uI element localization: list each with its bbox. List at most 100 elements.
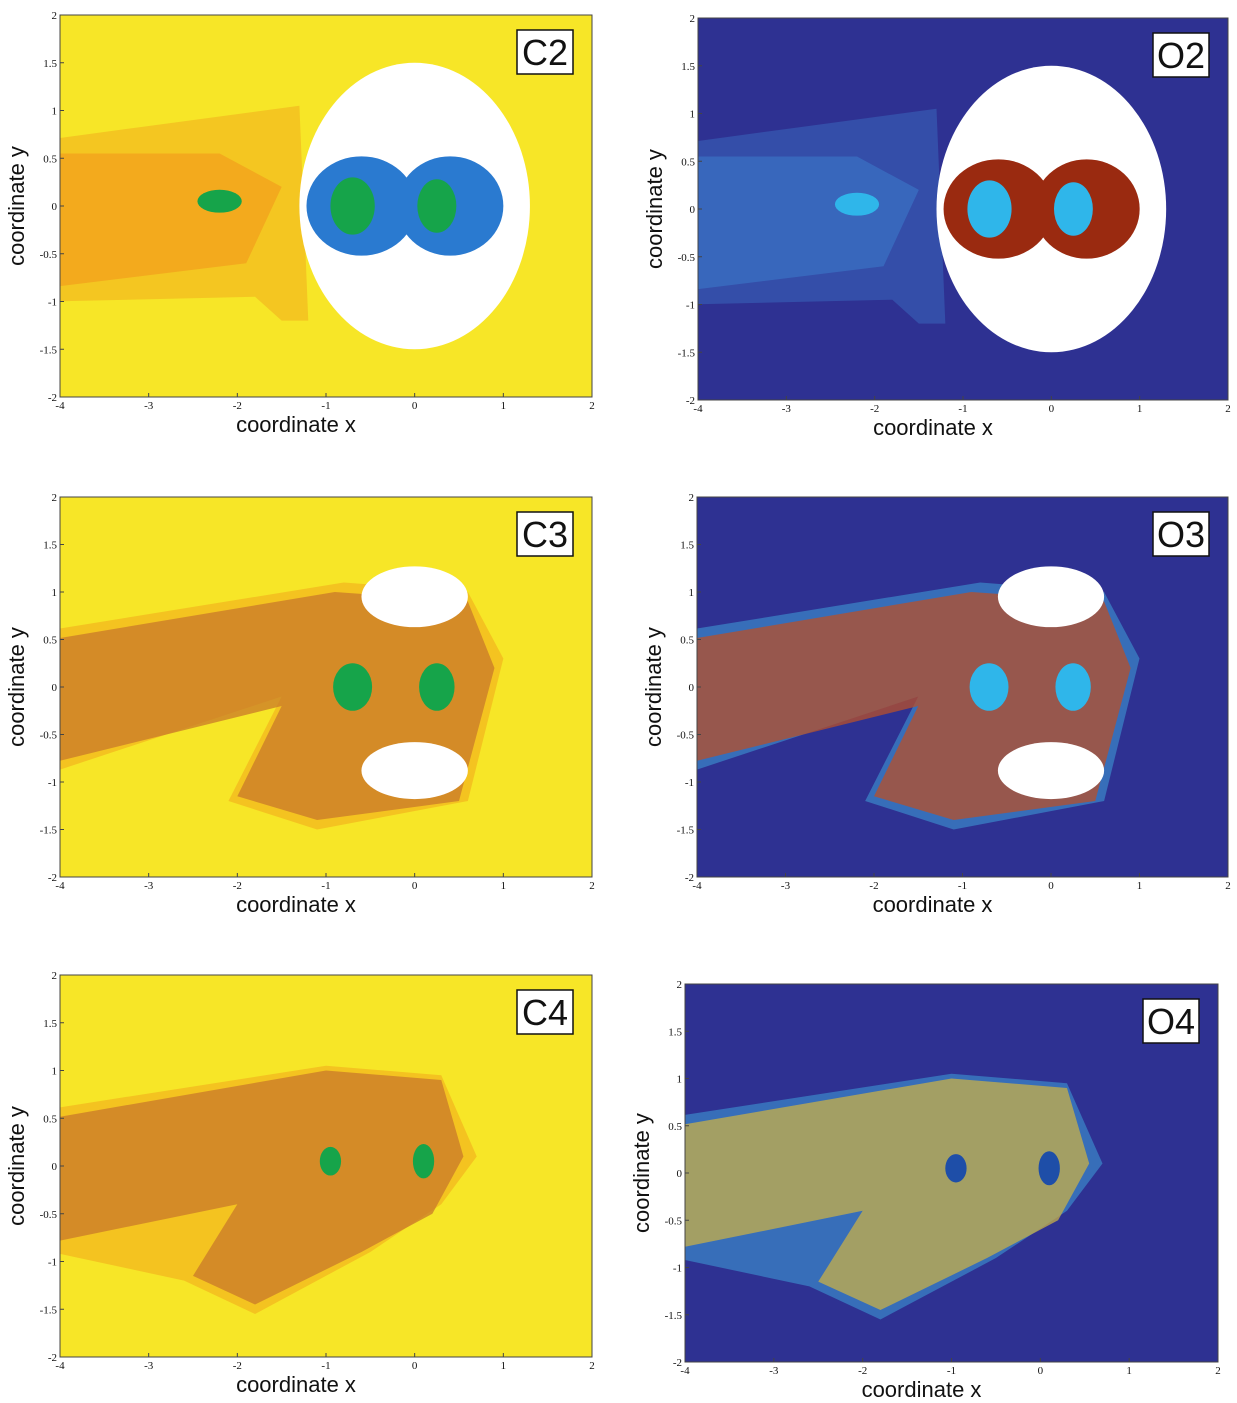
y-axis-title: coordinate y [4,627,29,747]
y-tick-label: -0.5 [678,252,696,264]
y-tick-label: 0 [677,1168,683,1180]
x-tick-label: 1 [1137,880,1143,892]
x-tick-label: 0 [412,880,418,892]
y-tick-label: -0.5 [677,730,695,742]
y-tick-label: 1.5 [43,540,57,552]
y-tick-label: -2 [685,872,694,884]
x-tick-label: -2 [869,880,878,892]
y-tick-label: 1 [677,1074,683,1086]
x-tick-label: -2 [858,1365,867,1377]
plot-image [688,497,1228,877]
x-axis-title: coordinate x [873,415,993,440]
region [197,190,241,213]
y-axis-title: coordinate y [4,1106,29,1226]
y-tick-label: -1 [48,297,57,309]
x-tick-label: -2 [233,1360,242,1372]
x-tick-label: -3 [144,880,154,892]
x-tick-label: 0 [1048,880,1054,892]
y-tick-label: 0.5 [668,1121,682,1133]
x-tick-label: 2 [1215,1365,1221,1377]
region [945,1154,966,1182]
plot-image [51,975,592,1357]
y-tick-label: -0.5 [40,1209,58,1221]
y-tick-label: 2 [52,10,58,22]
white-region [361,566,467,627]
y-tick-label: -1.5 [677,825,695,837]
x-axis-title: coordinate x [236,1372,356,1397]
figure: -4-3-2-1012-2-1.5-1-0.500.511.52coordina… [0,0,1237,1403]
y-tick-label: 2 [677,979,683,991]
y-tick-label: -0.5 [665,1215,683,1227]
x-tick-label: -3 [144,1360,154,1372]
y-axis-title: coordinate y [4,146,29,266]
x-tick-label: 2 [589,1360,595,1372]
y-tick-label: 1.5 [43,58,57,70]
y-tick-label: -1 [48,1257,57,1269]
x-tick-label: -3 [144,400,154,412]
region [330,177,374,234]
x-tick-label: -2 [870,403,879,415]
x-tick-label: 0 [412,400,418,412]
y-tick-label: 1.5 [668,1026,682,1038]
region [320,1147,341,1176]
region [970,663,1009,711]
x-axis-title: coordinate x [873,892,993,917]
panel-label: C4 [522,992,568,1033]
x-tick-label: -1 [958,403,967,415]
y-tick-label: -2 [48,872,57,884]
plot-image [51,497,592,877]
plot-image [689,18,1228,400]
region [1054,182,1093,235]
x-tick-label: 1 [501,400,507,412]
y-tick-label: -1.5 [40,344,58,356]
x-tick-label: -1 [958,880,967,892]
y-tick-label: 1 [52,106,58,118]
y-tick-label: -1 [685,777,694,789]
plot-image [51,15,592,397]
x-tick-label: 2 [589,880,595,892]
x-tick-label: 1 [1126,1365,1132,1377]
y-tick-label: 0.5 [680,635,694,647]
y-tick-label: 1.5 [681,61,695,73]
x-tick-label: 0 [1049,403,1055,415]
y-tick-label: 0 [52,1161,58,1173]
y-tick-label: -1 [686,300,695,312]
y-tick-label: -2 [48,392,57,404]
x-tick-label: -2 [233,400,242,412]
x-tick-label: -1 [947,1365,956,1377]
y-tick-label: 0.5 [43,635,57,647]
x-tick-label: -3 [782,403,792,415]
y-tick-label: -1.5 [678,347,696,359]
y-tick-label: 1.5 [680,540,694,552]
y-tick-label: -1 [673,1263,682,1275]
y-tick-label: -2 [686,395,695,407]
y-tick-label: 1 [689,587,695,599]
panel-label: O3 [1157,514,1205,555]
y-tick-label: 1 [52,587,58,599]
y-tick-label: -1.5 [40,1304,58,1316]
plot-image [676,984,1218,1362]
panel: -4-3-2-1012-2-1.5-1-0.500.511.52coordina… [641,492,1231,917]
y-axis-title: coordinate y [629,1113,654,1233]
x-tick-label: 1 [1137,403,1143,415]
y-tick-label: 2 [52,970,58,982]
x-tick-label: -1 [321,1360,330,1372]
region [413,1144,434,1178]
x-tick-label: -1 [321,880,330,892]
y-tick-label: -0.5 [40,730,58,742]
panel-label: O4 [1147,1001,1195,1042]
region [835,193,879,216]
y-tick-label: 1 [690,109,696,121]
y-tick-label: 0 [52,682,58,694]
panel: -4-3-2-1012-2-1.5-1-0.500.511.52coordina… [4,970,595,1397]
x-axis-title: coordinate x [862,1377,982,1402]
y-tick-label: 0 [52,201,58,213]
x-tick-label: 0 [1038,1365,1044,1377]
x-tick-label: 2 [1225,403,1231,415]
y-axis-title: coordinate y [642,149,667,269]
y-tick-label: -0.5 [40,249,58,261]
y-axis-title: coordinate y [641,627,666,747]
region [1055,663,1090,711]
